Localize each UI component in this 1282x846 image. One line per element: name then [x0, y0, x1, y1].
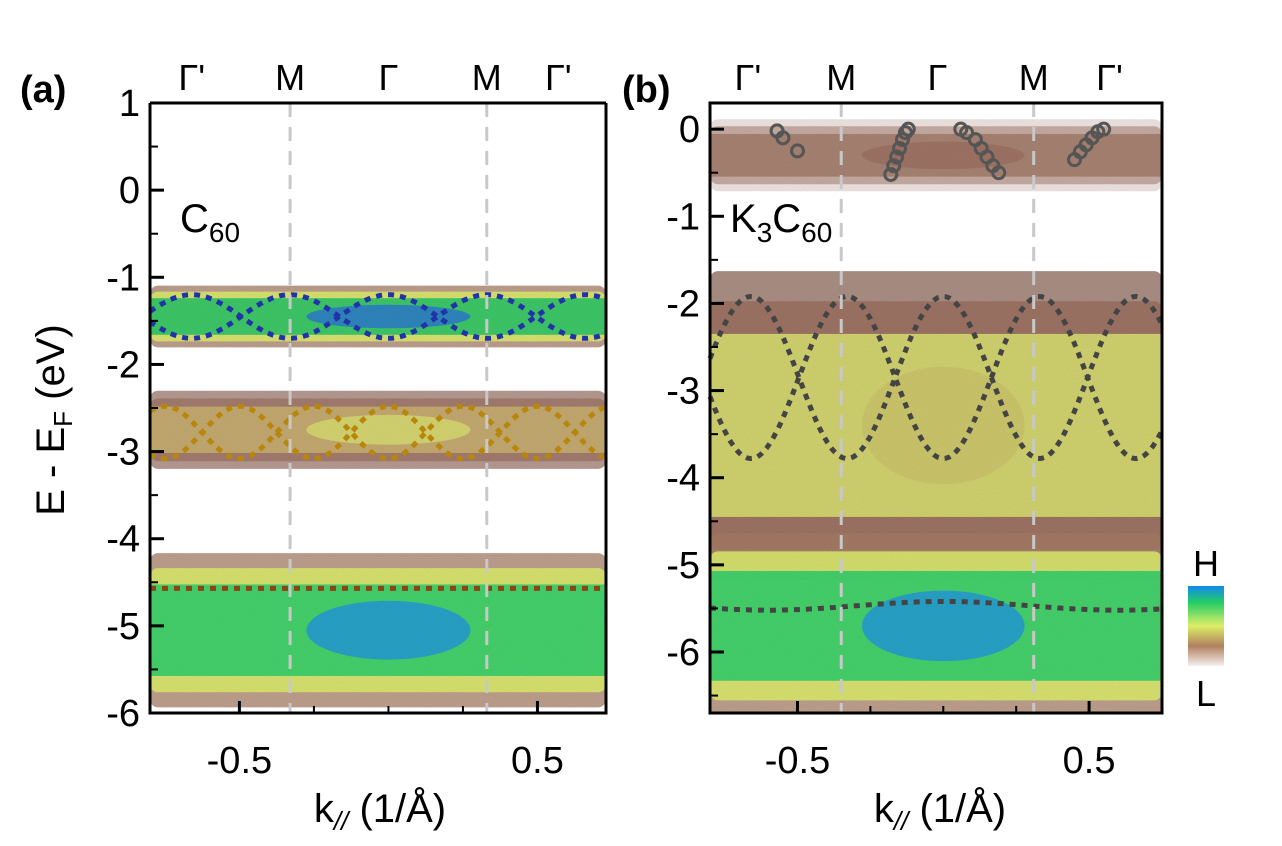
- symmetry-point-label: Γ: [928, 57, 948, 98]
- intensity-band-2: [150, 390, 606, 469]
- panel-a: Γ' M Γ M Γ' 1 0 -1 -2 -3 -4 -5 -6 -0.5 0.5 (a) C60 E -…: [20, 57, 608, 836]
- panel-b-label: (b): [622, 69, 671, 111]
- data-point-circle: [775, 130, 791, 146]
- panel-b-sample-label: K3C60: [730, 197, 832, 248]
- data-point-circle: [889, 149, 905, 165]
- y-tick-label: -1: [106, 257, 140, 299]
- x-tick-label: 0.5: [511, 740, 564, 782]
- panel-a-plot-area: [148, 103, 607, 713]
- symmetry-point-label: Γ': [178, 57, 205, 98]
- panel-a-y-axis-title: E - EF (eV): [29, 324, 78, 515]
- plot-frame: [708, 101, 1164, 715]
- intensity-band-3: [710, 533, 1162, 713]
- colorbar-high-label: H: [1193, 543, 1219, 584]
- dispersion-curve-2: [148, 292, 607, 341]
- symmetry-point-label: Γ': [545, 57, 572, 98]
- colorbar: H L: [1188, 543, 1224, 714]
- dispersion-curve-3: [709, 599, 1163, 613]
- data-point-circle: [991, 165, 1007, 181]
- symmetry-point-label: Γ': [1096, 57, 1123, 98]
- intensity-band-1: [710, 119, 1162, 192]
- y-tick-label: -6: [666, 632, 700, 674]
- data-point-circle: [900, 121, 916, 137]
- y-tick-label: -2: [666, 283, 700, 325]
- y-tick-label: -3: [106, 432, 140, 474]
- y-tick-label: -2: [106, 344, 140, 386]
- panel-a-axes: Γ' M Γ M Γ' 1 0 -1 -2 -3 -4 -5 -6 -0.5 0.5: [106, 57, 608, 782]
- panel-a-x-axis-title: k// (1/Å): [314, 786, 446, 836]
- y-tick-label: 0: [679, 109, 700, 151]
- symmetry-point-label: M: [275, 57, 305, 98]
- x-tick-label: -0.5: [765, 740, 830, 782]
- data-point-circle: [883, 166, 899, 182]
- symmetry-point-label: M: [1019, 57, 1049, 98]
- panel-b-plot-area: [707, 103, 1165, 713]
- data-point-circle: [886, 158, 902, 174]
- data-point-circle: [892, 140, 908, 156]
- panel-b-axes: Γ' M Γ M Γ' 0 -1 -2 -3 -4 -5 -6 -0.5 0.5: [666, 57, 1164, 782]
- y-tick-label: -5: [666, 545, 700, 587]
- y-tick-label: -5: [106, 606, 140, 648]
- panel-a-label: (a): [20, 69, 66, 111]
- colorbar-gradient: [1188, 586, 1224, 666]
- y-tick-label: 1: [119, 83, 140, 125]
- y-tick-label: -4: [666, 458, 700, 500]
- dispersion-curve-2: [707, 293, 1165, 462]
- panel-b-x-axis-title: k// (1/Å): [874, 786, 1006, 836]
- y-tick-label: 0: [119, 170, 140, 212]
- intensity-band-3: [150, 553, 606, 708]
- colorbar-low-label: L: [1196, 673, 1216, 714]
- y-tick-label: -3: [666, 371, 700, 413]
- dispersion-curve-1: [148, 292, 607, 341]
- panel-a-sample-label: C60: [180, 197, 240, 248]
- panel-b: Γ' M Γ M Γ' 0 -1 -2 -3 -4 -5 -6 -0.5 0.5 (b) K3C60 k/…: [622, 57, 1165, 836]
- intensity-band-2: [710, 271, 1162, 580]
- symmetry-point-label: M: [472, 57, 502, 98]
- intensity-band-1: [150, 285, 606, 348]
- y-tick-label: -4: [106, 519, 140, 561]
- y-tick-label: -1: [666, 196, 700, 238]
- data-point-circle: [789, 143, 805, 159]
- symmetry-point-label: Γ: [379, 57, 399, 98]
- data-point-circle: [1096, 121, 1112, 137]
- y-tick-label: -6: [106, 693, 140, 735]
- symmetry-point-label: Γ': [735, 57, 762, 98]
- x-tick-label: 0.5: [1063, 740, 1116, 782]
- x-tick-label: -0.5: [207, 740, 272, 782]
- symmetry-point-label: M: [826, 57, 856, 98]
